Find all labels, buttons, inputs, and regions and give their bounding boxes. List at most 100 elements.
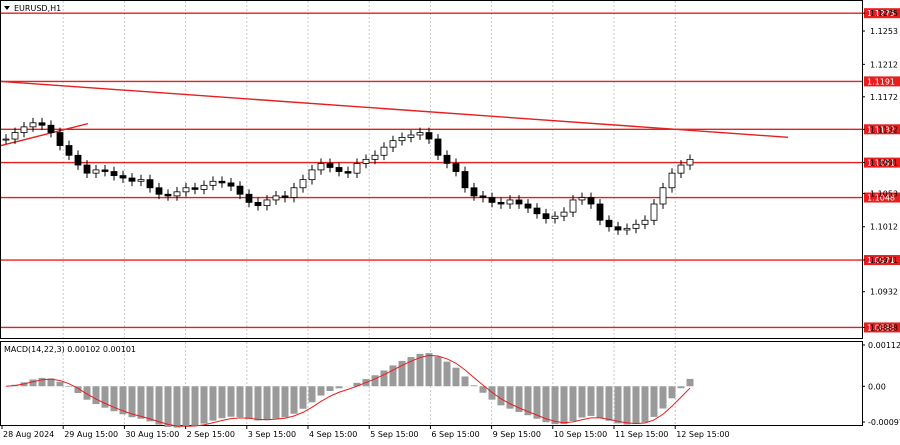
candle-body bbox=[47, 124, 55, 133]
macd-signal-line bbox=[5, 354, 691, 427]
trendlines bbox=[0, 80, 789, 147]
candle-body bbox=[317, 163, 325, 171]
candle-body bbox=[92, 169, 100, 174]
price-axis: 1.1275 1.1253 1.1212 1.1172 1.1132 1.1091 1.10… bbox=[862, 9, 898, 332]
candle-body bbox=[137, 179, 145, 182]
candle-body bbox=[686, 158, 694, 166]
candle-body bbox=[353, 163, 361, 174]
candle-body bbox=[2, 138, 10, 141]
level-tag-label: 1.1091 bbox=[867, 159, 895, 168]
candle-body bbox=[434, 138, 442, 156]
candle-body bbox=[272, 195, 280, 201]
candle-body bbox=[371, 154, 379, 160]
candle-body bbox=[20, 126, 28, 133]
candle-body bbox=[578, 197, 586, 201]
candle-body bbox=[236, 185, 244, 195]
candle-body bbox=[209, 180, 217, 186]
level-tag bbox=[864, 8, 900, 19]
candle-body bbox=[164, 193, 172, 197]
candle-body bbox=[659, 187, 667, 205]
candle-body bbox=[677, 164, 685, 174]
price-tick-label: 1.1091 bbox=[870, 159, 898, 168]
macd-label: MACD(14,22,3) 0.00102 0.00101 bbox=[4, 345, 136, 354]
price-tick-label: 1.1212 bbox=[870, 60, 898, 69]
candle-body bbox=[479, 195, 487, 198]
macd-axis: 0.00112 0.00 -0.00097 bbox=[862, 341, 900, 427]
candle-body bbox=[173, 191, 181, 197]
symbol-dropdown-icon[interactable] bbox=[4, 6, 10, 10]
level-tag-label: 1.0971 bbox=[867, 256, 895, 265]
candle-body bbox=[461, 171, 469, 189]
time-tick-label: 12 Sep 15:00 bbox=[676, 430, 729, 439]
price-tick-label: 1.0888 bbox=[870, 323, 898, 332]
candle-body bbox=[623, 227, 631, 231]
candle-body bbox=[380, 146, 388, 156]
time-tick-label: 3 Sep 15:00 bbox=[248, 430, 296, 439]
support-resistance-levels: 1.1275 1.1191 1.1132 1.1091 1.1048 1.0971 1.08… bbox=[1, 8, 900, 333]
candle-body bbox=[65, 145, 73, 156]
candle-body bbox=[668, 172, 676, 189]
candle-body bbox=[326, 163, 334, 168]
time-tick-label: 5 Sep 15:00 bbox=[370, 430, 418, 439]
candle-body bbox=[632, 223, 640, 229]
level-tag bbox=[864, 192, 900, 203]
candle-body bbox=[56, 132, 64, 146]
price-series bbox=[2, 117, 694, 235]
candle-body bbox=[182, 187, 190, 193]
macd-tick-label: 0.00112 bbox=[868, 341, 900, 350]
price-tick-label: 1.1253 bbox=[870, 27, 898, 36]
candle-body bbox=[155, 187, 163, 195]
macd-panel-frame bbox=[0, 341, 863, 426]
candle-body bbox=[425, 132, 433, 140]
candle-body bbox=[488, 197, 496, 203]
trendline bbox=[0, 80, 789, 139]
candle-body bbox=[110, 171, 118, 176]
candle-body bbox=[119, 175, 127, 179]
time-tick-label: 10 Sep 15:00 bbox=[554, 430, 607, 439]
level-tag-label: 1.1048 bbox=[867, 194, 895, 203]
candle-body bbox=[542, 213, 550, 220]
candle-body bbox=[290, 187, 298, 198]
candle-body bbox=[29, 122, 37, 128]
time-tick-label: 29 Aug 15:00 bbox=[64, 430, 118, 439]
price-tick-label: 1.1275 bbox=[870, 9, 898, 18]
level-tag-label: 1.1275 bbox=[867, 9, 895, 18]
level-tag bbox=[864, 124, 900, 135]
candle-body bbox=[398, 137, 406, 142]
candle-body bbox=[227, 182, 235, 187]
price-tick-label: 1.1053 bbox=[870, 189, 898, 198]
macd-tick-label: 0.00 bbox=[868, 382, 886, 391]
price-tick-label: 1.0932 bbox=[870, 288, 898, 297]
candle-body bbox=[128, 177, 136, 182]
candle-body bbox=[524, 203, 532, 209]
candle-body bbox=[506, 199, 514, 205]
time-tick-label: 28 Aug 2024 bbox=[3, 430, 54, 439]
candle-body bbox=[344, 171, 352, 174]
level-tag bbox=[864, 76, 900, 87]
candle-body bbox=[101, 169, 109, 172]
candle-body bbox=[605, 219, 613, 228]
level-tag bbox=[864, 255, 900, 266]
price-tick-label: 1.1012 bbox=[870, 223, 898, 232]
candle-body bbox=[614, 226, 622, 231]
candle-body bbox=[416, 132, 424, 136]
candle-body bbox=[470, 187, 478, 197]
candle-body bbox=[569, 199, 577, 213]
candle-body bbox=[497, 201, 505, 205]
candle-body bbox=[335, 167, 343, 172]
time-tick-label: 2 Sep 15:00 bbox=[187, 430, 235, 439]
macd-tick-label: -0.00097 bbox=[868, 418, 900, 427]
level-tag-label: 1.0888 bbox=[867, 323, 895, 332]
macd-series bbox=[5, 353, 694, 428]
candle-body bbox=[533, 207, 541, 215]
symbol-label: EURUSD,H1 bbox=[14, 4, 61, 13]
candle-body bbox=[218, 180, 226, 184]
level-tag-label: 1.1132 bbox=[867, 125, 895, 134]
price-tick-label: 1.0971 bbox=[870, 256, 898, 265]
candle-body bbox=[281, 195, 289, 198]
candle-body bbox=[407, 134, 415, 138]
level-tag-label: 1.1191 bbox=[867, 77, 895, 86]
candle-body bbox=[83, 164, 91, 174]
